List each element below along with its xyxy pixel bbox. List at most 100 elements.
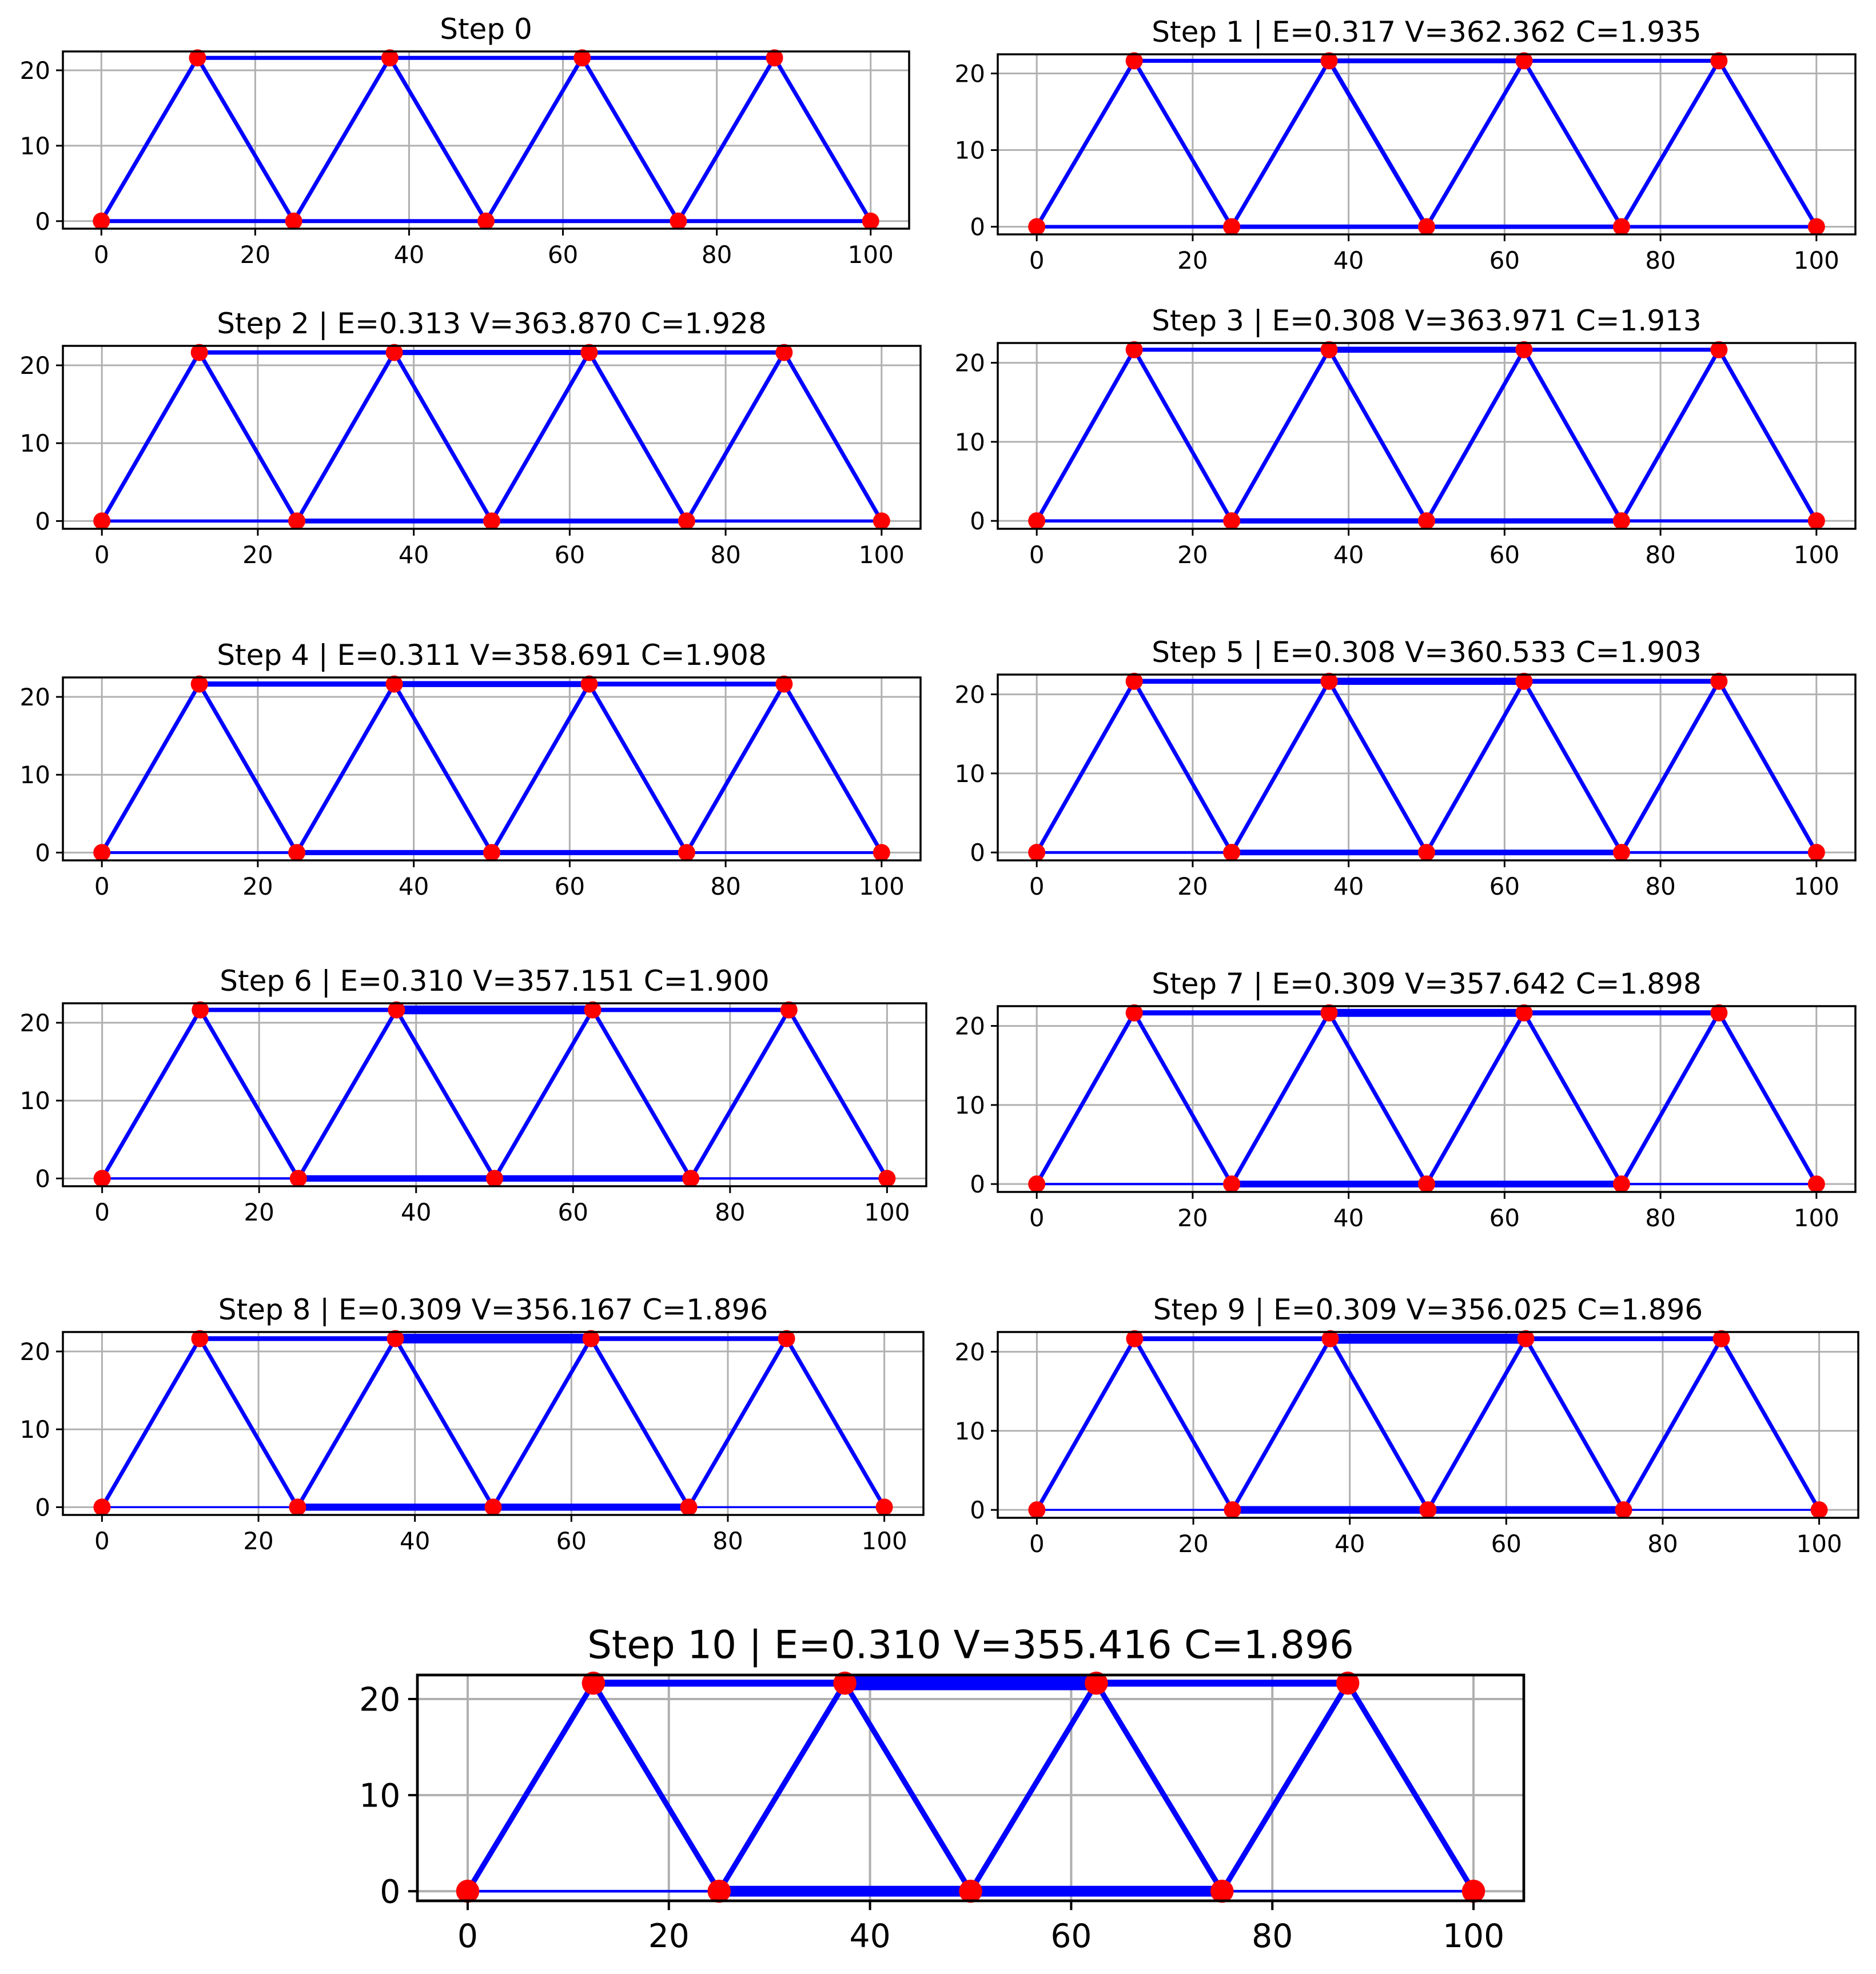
truss-node — [1612, 512, 1630, 530]
x-tick-label: 80 — [702, 241, 732, 269]
truss-node — [1515, 52, 1533, 70]
x-tick-label: 20 — [242, 541, 273, 569]
x-tick-label: 40 — [399, 872, 429, 900]
x-tick-label: 100 — [862, 1527, 907, 1555]
y-tick-label: 10 — [20, 761, 50, 789]
x-tick-label: 0 — [1029, 1204, 1045, 1232]
truss-node — [707, 1879, 731, 1903]
truss-node — [1710, 672, 1728, 690]
truss-node — [189, 49, 206, 67]
truss-member — [1132, 59, 1234, 228]
truss-member — [689, 1008, 791, 1180]
truss-member — [1522, 680, 1623, 854]
x-tick-label: 60 — [1489, 872, 1520, 900]
chart-panel: Step 7 | E=0.309 V=357.642 C=1.898 0 20 40 6… — [955, 967, 1857, 1232]
y-tick-label: 10 — [955, 760, 985, 788]
x-tick-label: 60 — [556, 1527, 587, 1555]
truss-node — [1028, 218, 1046, 236]
truss-node — [1125, 1004, 1143, 1022]
truss-member — [676, 57, 776, 222]
x-tick-label: 20 — [240, 241, 270, 269]
x-tick-label: 0 — [94, 872, 110, 900]
axes-frame — [997, 1331, 1859, 1519]
truss-member — [1424, 680, 1526, 854]
truss-member — [1619, 680, 1721, 854]
truss-node — [1710, 1004, 1728, 1022]
truss-member — [1522, 1012, 1623, 1185]
truss-member — [1717, 59, 1818, 228]
x-tick-label: 20 — [1177, 541, 1208, 569]
truss-member — [295, 683, 396, 854]
truss-node — [580, 344, 598, 361]
truss-member — [968, 1681, 1099, 1893]
truss-node — [581, 1672, 606, 1695]
chart-title: Step 8 | E=0.309 V=356.167 C=1.896 — [218, 1293, 768, 1326]
truss-node — [1612, 1175, 1630, 1193]
axes-frame — [62, 1002, 927, 1187]
truss-node — [678, 512, 695, 530]
truss-node — [1320, 672, 1338, 690]
x-tick-label: 0 — [457, 1917, 478, 1955]
x-tick-label: 0 — [94, 541, 110, 569]
y-tick-label: 0 — [970, 839, 985, 867]
truss-node — [1419, 1501, 1437, 1519]
truss-member — [196, 57, 296, 222]
truss-node — [670, 212, 687, 230]
truss-member — [1230, 1338, 1332, 1511]
truss-member — [1035, 59, 1136, 228]
truss-node — [93, 512, 111, 530]
axes-frame — [997, 1005, 1857, 1193]
y-tick-label: 10 — [20, 1415, 50, 1443]
x-tick-label: 60 — [555, 872, 585, 900]
x-tick-label: 80 — [1645, 246, 1675, 274]
truss-node — [1515, 1004, 1533, 1022]
truss-member — [1426, 1338, 1528, 1511]
truss-member — [1327, 1012, 1429, 1185]
x-tick-label: 100 — [1794, 246, 1839, 274]
truss-node — [1807, 218, 1825, 236]
truss-member — [198, 1008, 300, 1180]
truss-member — [1327, 680, 1429, 854]
x-tick-label: 60 — [1489, 246, 1520, 274]
y-tick-label: 10 — [955, 428, 985, 456]
y-tick-label: 0 — [35, 507, 50, 535]
truss-member — [489, 683, 591, 854]
x-tick-label: 80 — [715, 1198, 745, 1226]
y-tick-label: 0 — [35, 1165, 50, 1193]
chart-panel: Step 9 | E=0.309 V=356.025 C=1.896 0 20 40 6… — [955, 1293, 1859, 1558]
truss-member — [1424, 1012, 1526, 1185]
truss-node — [775, 344, 793, 361]
truss-member — [1035, 1338, 1137, 1511]
y-tick-label: 0 — [35, 1493, 50, 1521]
y-tick-label: 0 — [970, 1170, 985, 1198]
truss-node — [1807, 1175, 1825, 1193]
x-tick-label: 100 — [864, 1198, 910, 1226]
truss-member — [489, 351, 591, 523]
truss-node — [289, 1498, 306, 1516]
y-tick-label: 0 — [380, 1873, 400, 1911]
truss-node — [190, 675, 208, 693]
x-tick-label: 80 — [1645, 872, 1675, 900]
chart-panel: Step 2 | E=0.313 V=363.870 C=1.928 0 20 40 6… — [20, 307, 922, 569]
x-tick-label: 40 — [401, 1198, 431, 1226]
truss-node — [289, 1170, 307, 1187]
x-tick-label: 100 — [859, 541, 905, 569]
truss-member — [1717, 1012, 1818, 1185]
truss-node — [1612, 844, 1630, 862]
y-tick-label: 20 — [20, 57, 50, 85]
truss-member — [1035, 349, 1136, 522]
truss-node — [873, 844, 890, 862]
chart-title: Step 5 | E=0.308 V=360.533 C=1.903 — [1152, 636, 1701, 669]
x-tick-label: 60 — [1491, 1530, 1521, 1558]
truss-node — [1125, 672, 1143, 690]
truss-member — [589, 1337, 691, 1509]
truss-member — [100, 1008, 202, 1180]
truss-node — [582, 1330, 600, 1347]
truss-node — [93, 844, 111, 862]
y-tick-label: 0 — [35, 839, 50, 867]
y-tick-label: 20 — [20, 683, 50, 711]
truss-node — [1028, 512, 1046, 530]
truss-node — [1710, 52, 1728, 70]
truss-member — [1719, 1338, 1821, 1511]
truss-member — [1327, 59, 1429, 228]
